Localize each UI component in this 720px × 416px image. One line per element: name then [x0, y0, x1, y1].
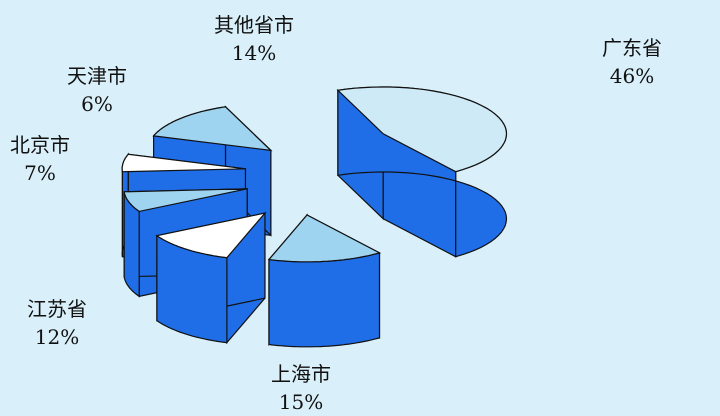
- slice-side-wall: [268, 252, 381, 348]
- slice-percent: 46%: [609, 64, 655, 88]
- pie-slice-guangdong: [336, 86, 508, 258]
- pie-slice-shanghai: [267, 213, 382, 348]
- slice-percent: 12%: [34, 325, 80, 349]
- slice-name: 北京市: [10, 133, 70, 157]
- pie-slice-jiangsu: [155, 211, 267, 345]
- slice-top-face: [152, 106, 273, 152]
- slice-top-face: [121, 153, 246, 173]
- slice-name: 其他省市: [214, 13, 294, 37]
- slice-percent: 15%: [278, 390, 324, 414]
- slice-percent: 6%: [81, 92, 113, 116]
- slice-name: 江苏省: [27, 297, 87, 321]
- slice-percent: 14%: [231, 41, 277, 65]
- slice-label-guangdong: 广东省 46%: [602, 34, 662, 90]
- slice-top-face: [123, 188, 248, 213]
- slice-label-tianjin: 天津市 6%: [67, 62, 127, 118]
- slice-label-jiangsu: 江苏省 12%: [27, 295, 87, 351]
- slice-percent: 7%: [24, 161, 56, 185]
- slice-name: 上海市: [271, 362, 331, 386]
- slice-top-face: [336, 86, 508, 173]
- slice-name: 广东省: [602, 36, 662, 60]
- slice-name: 天津市: [67, 64, 127, 88]
- slice-label-others: 其他省市 14%: [214, 11, 294, 67]
- slice-label-shanghai: 上海市 15%: [271, 360, 331, 416]
- slice-top-face: [155, 212, 267, 259]
- slice-top-face: [267, 214, 382, 263]
- slice-label-beijing: 北京市 7%: [10, 131, 70, 187]
